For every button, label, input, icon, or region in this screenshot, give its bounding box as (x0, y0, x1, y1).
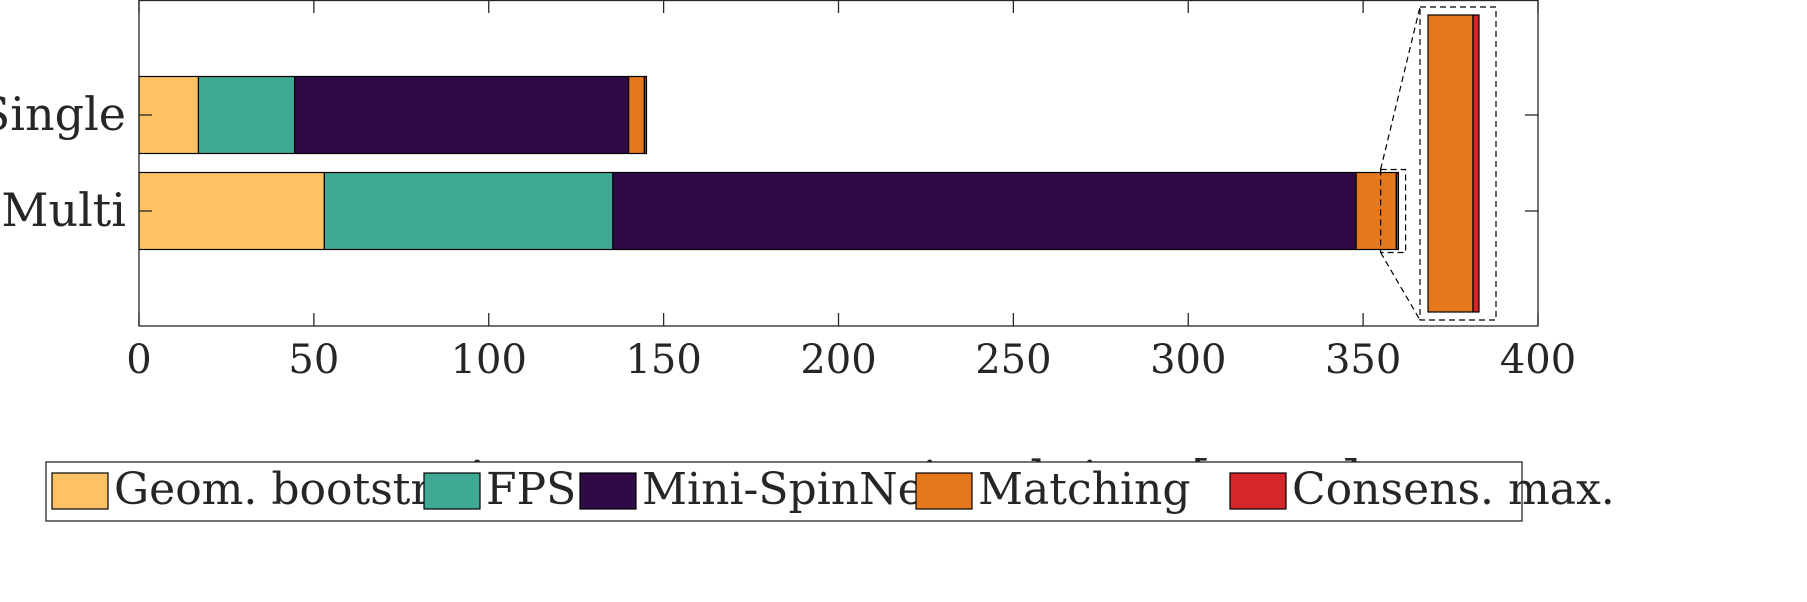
x-tick-label-100: 100 (451, 337, 527, 383)
x-tick-label-150: 150 (625, 337, 701, 383)
zoom-source-box (1380, 168, 1407, 254)
bar-multi-matching (1355, 171, 1397, 251)
zoom-bar-consens-max (1472, 14, 1480, 313)
x-tick-label-200: 200 (800, 337, 876, 383)
bar-single-consens-max (643, 75, 648, 155)
axes-frame (138, 0, 1539, 327)
legend-swatch-fps (423, 472, 481, 510)
axes: 0 50 100 150 200 250 300 350 400 Single Multi (0, 0, 1576, 383)
legend-swatch-geom-bootstr (51, 472, 109, 510)
legend-label-mini-spinnet: Mini-SpinNet (642, 464, 942, 515)
zoom-inset (1380, 6, 1497, 321)
legend-swatch-consens-max (1229, 472, 1287, 510)
legend-swatch-mini-spinnet (579, 472, 637, 510)
legend-label-consens-max: Consens. max. (1292, 464, 1615, 515)
x-tick-label-300: 300 (1150, 337, 1226, 383)
legend-label-geom-bootstr: Geom. bootstr. (114, 464, 441, 515)
legend-swatch-matching (915, 472, 973, 510)
category-label-single: Single (0, 87, 126, 141)
plot-area (138, 75, 1400, 251)
x-tick-label-0: 0 (126, 337, 151, 383)
bar-multi-geom-bootstr (138, 171, 325, 251)
bar-single-matching (628, 75, 645, 155)
category-label-multi: Multi (1, 183, 126, 237)
bar-multi-consens-max (1395, 171, 1400, 251)
zoom-connector-top (1380, 6, 1421, 170)
x-tick-label-50: 50 (288, 337, 339, 383)
x-tick-label-250: 250 (975, 337, 1051, 383)
x-tick-label-350: 350 (1325, 337, 1401, 383)
bar-single-mini-spinnet (294, 75, 630, 155)
zoom-bar-matching (1427, 14, 1474, 313)
bar-multi-mini-spinnet (612, 171, 1357, 251)
legend: Geom. bootstr. FPS Mini-SpinNet Matching Con… (45, 461, 1615, 522)
bar-multi-fps (323, 171, 614, 251)
bar-single-fps (197, 75, 296, 155)
x-tick-label-400: 400 (1500, 337, 1576, 383)
legend-label-matching: Matching (978, 464, 1191, 515)
legend-label-fps: FPS (486, 464, 576, 515)
zoom-connector-bottom (1380, 252, 1421, 321)
